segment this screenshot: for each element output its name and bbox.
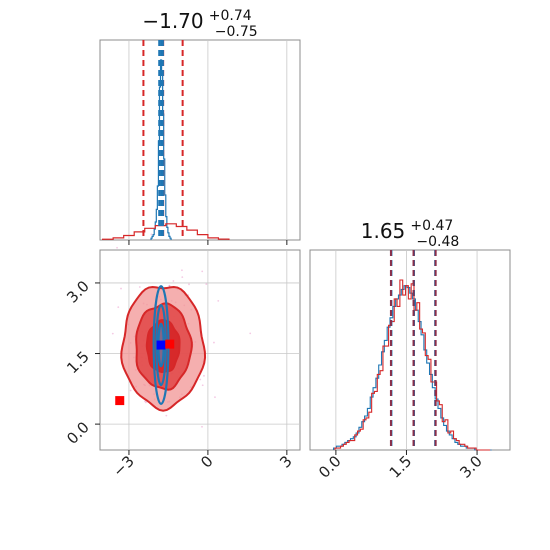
scatter-point (116, 246, 118, 249)
scatter-point (214, 396, 216, 399)
y-tick-label-1: 1.5 (63, 348, 93, 378)
marginal-y-frame (309, 249, 511, 451)
marginal-y-quantiles (389, 250, 437, 450)
scatter-point (129, 389, 132, 392)
scatter-point (145, 401, 147, 404)
marginal-histogram-x: −1.70 +0.74 −0.75 (99, 5, 301, 245)
scatter-point (201, 425, 203, 428)
title-sup: +0.74 (209, 8, 252, 24)
scatter-point (203, 374, 205, 377)
scatter-point (120, 287, 122, 290)
title-sub: −0.75 (215, 24, 258, 40)
histogram-series-blue (332, 285, 492, 451)
title-main: 1.65 (361, 219, 406, 243)
marker-square-2 (115, 396, 125, 406)
marginal-y-ticks (335, 450, 478, 455)
x-tick-label-1: 0 (197, 452, 216, 471)
scatter-point (150, 233, 153, 236)
x-tick-label-2: 3.0 (456, 452, 486, 482)
y-tick-label-0: 0.0 (63, 418, 93, 448)
marginal-y-tick-labels: 0.0 1.5 3.0 (315, 452, 486, 482)
marginal-y-title: 1.65 +0.47 −0.48 (361, 215, 460, 250)
scatter-point (217, 299, 220, 302)
scatter-point (111, 332, 114, 335)
marginal-x-quantiles (142, 40, 184, 240)
scatter-point (168, 285, 171, 287)
scatter-point (168, 284, 171, 287)
marginal-x-title: −1.70 +0.74 −0.75 (142, 5, 257, 40)
scatter-point (144, 400, 146, 403)
scatter-point (165, 414, 168, 417)
joint-contour-panel: −3 0 3 0.0 1.5 3.0 (63, 233, 301, 480)
scatter-point (181, 276, 184, 279)
scatter-point (199, 378, 202, 381)
scatter-point (201, 384, 204, 387)
scatter-point (138, 286, 141, 288)
title-main: −1.70 (142, 9, 203, 33)
joint-ticks (95, 282, 288, 455)
title-sub: −0.48 (416, 234, 459, 250)
marginal-x-grid (128, 40, 288, 240)
x-tick-label-1: 1.5 (386, 452, 416, 482)
histogram-series-red (334, 279, 491, 451)
marker-square-1 (165, 339, 175, 349)
marginal-x-histograms (102, 59, 230, 240)
joint-markers (115, 339, 175, 406)
marginal-x-ticks (128, 240, 288, 245)
joint-y-tick-labels: 0.0 1.5 3.0 (63, 277, 93, 448)
joint-frame (99, 249, 301, 451)
scatter-point (172, 280, 175, 282)
marginal-x-frame (99, 39, 301, 241)
x-tick-label-0: 0.0 (315, 452, 345, 482)
x-tick-label-0: −3 (109, 452, 137, 480)
title-sup: +0.47 (410, 218, 453, 234)
scatter-point (201, 270, 204, 273)
scatter-point (188, 283, 190, 286)
marker-square-0 (156, 340, 166, 350)
marginal-histogram-y: 0.0 1.5 3.0 1.65 +0.47 −0.48 (309, 215, 511, 482)
marginal-y-grid (335, 250, 478, 450)
scatter-point (117, 306, 120, 309)
scatter-point (181, 269, 183, 272)
scatter-point (213, 341, 215, 344)
marginal-y-histograms (332, 279, 492, 451)
y-tick-label-2: 3.0 (63, 277, 93, 307)
scatter-point (205, 283, 208, 285)
joint-x-tick-labels: −3 0 3 (109, 452, 295, 480)
scatter-point (249, 332, 252, 335)
x-tick-label-2: 3 (276, 452, 295, 471)
histogram-series-red (102, 223, 230, 240)
